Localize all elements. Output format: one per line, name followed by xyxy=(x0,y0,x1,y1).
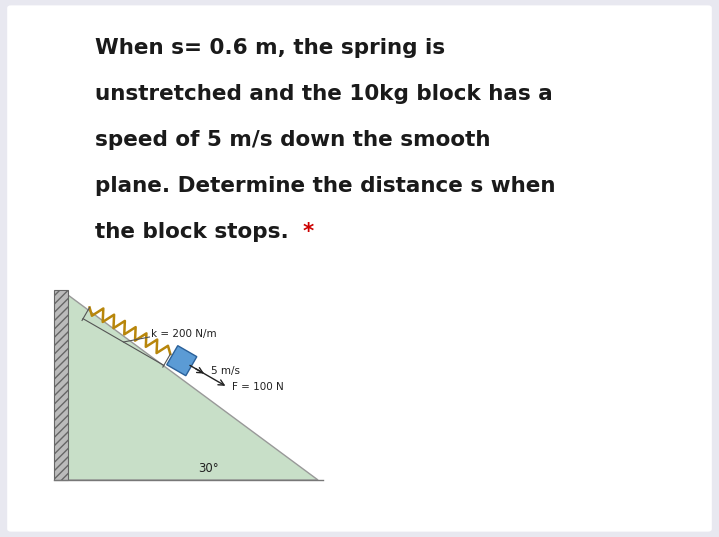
Polygon shape xyxy=(167,346,197,376)
Text: When s= 0.6 m, the spring is: When s= 0.6 m, the spring is xyxy=(95,38,445,58)
Text: k = 200 N/m: k = 200 N/m xyxy=(152,329,217,339)
Text: *: * xyxy=(303,222,314,242)
Text: the block stops.: the block stops. xyxy=(95,222,296,242)
Polygon shape xyxy=(68,295,318,480)
Text: unstretched and the 10kg block has a: unstretched and the 10kg block has a xyxy=(95,84,553,104)
Text: 5 m/s: 5 m/s xyxy=(211,366,239,376)
Text: 30°: 30° xyxy=(198,461,219,475)
Text: speed of 5 m/s down the smooth: speed of 5 m/s down the smooth xyxy=(95,130,490,150)
Bar xyxy=(54,290,68,480)
Text: plane. Determine the distance s when: plane. Determine the distance s when xyxy=(95,176,556,196)
Text: F = 100 N: F = 100 N xyxy=(232,382,283,393)
